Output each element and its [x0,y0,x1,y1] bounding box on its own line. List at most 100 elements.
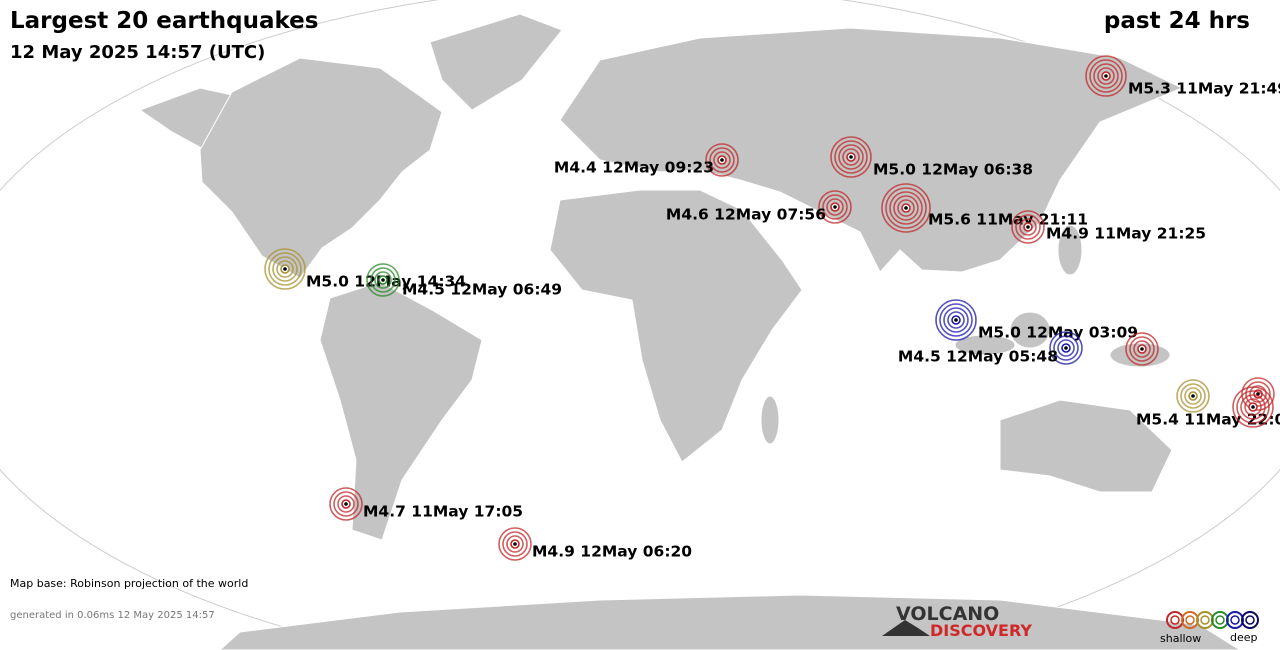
ring [1057,339,1075,357]
ring [333,491,359,517]
ring [1015,214,1041,240]
ring [502,531,528,557]
quake-marker [366,263,400,297]
legend-deep: deep [1230,631,1258,644]
dot [1026,225,1030,229]
ring [1097,67,1115,85]
quake-label: M4.7 11May 17:05 [363,503,523,521]
dot [833,205,837,209]
ring [337,495,355,513]
ring [1093,63,1119,89]
ring [272,256,298,282]
ring [498,527,532,561]
ring [1249,385,1267,403]
legend-ring [1230,615,1240,625]
legend-ring [1215,615,1225,625]
ring [374,271,392,289]
ring [713,151,731,169]
ring [370,267,396,293]
ring [1089,59,1123,93]
dot [344,502,348,506]
ring [1019,218,1037,236]
quake-marker [498,527,532,561]
legend-ring [1185,615,1195,625]
legend-shallow: shallow [1160,632,1201,645]
ring [1053,335,1079,361]
ring [889,191,923,225]
ring [943,307,969,333]
dot [283,267,287,271]
ring [893,195,919,221]
quake-marker [705,143,739,177]
dot [849,155,853,159]
ring [1232,386,1274,428]
dot [720,158,724,162]
quakes: M5.3 11May 21:49 M4.4 12May 09:23 M5.0 12M… [264,55,1280,561]
dot [1064,346,1068,350]
ring [709,147,735,173]
ring [1176,379,1210,413]
ring [1241,377,1275,411]
datetime: 12 May 2025 14:57 (UTC) [10,42,265,63]
ring [276,260,294,278]
map-base-note: Map base: Robinson projection of the wor… [10,577,248,590]
quake-marker [1085,55,1127,97]
logo-line2: DISCOVERY [930,621,1032,640]
quake-marker [329,487,363,521]
ring [842,148,860,166]
ring [1245,381,1271,407]
legend-ring [1241,611,1259,629]
dot [904,206,908,210]
dot [513,542,517,546]
quake-label: M5.0 12May 03:09 [978,324,1138,342]
ring [1125,332,1159,366]
ring [329,487,363,521]
ring [1129,336,1155,362]
ring [1184,387,1202,405]
dot [954,318,958,322]
quake-label: M5.6 11May 21:11 [928,211,1088,229]
ring [1240,394,1266,420]
logo: VOLCANO DISCOVERY [882,603,1032,640]
title: Largest 20 earthquakes [10,8,318,34]
quake-marker [1232,386,1274,428]
ring [1085,55,1127,97]
ring [822,194,848,220]
ring [1011,210,1045,244]
ring [826,198,844,216]
legend-ring [1170,615,1180,625]
ring [935,299,977,341]
legend-ring [1200,615,1210,625]
ring [1180,383,1206,409]
quake-marker [830,136,872,178]
period: past 24 hrs [1104,8,1250,34]
quake-label: M4.9 12May 06:20 [532,543,692,561]
generated-note: generated in 0.06ms 12 May 2025 14:57 [10,610,215,621]
ring [1049,331,1083,365]
ring [834,140,868,174]
quake-label: M4.4 12May 09:23 [554,159,714,177]
quake-marker [935,299,977,341]
ring [705,143,739,177]
ring [947,311,965,329]
ring [506,535,524,553]
ring [881,183,931,233]
ring [897,199,915,217]
dot [381,278,385,282]
logo-line1: VOLCANO [896,603,999,625]
quake-marker [1049,331,1083,365]
legend: shallow deep [1160,611,1259,645]
ring [268,252,302,286]
ring [1244,398,1262,416]
quake-label: M4.9 11May 21:25 [1046,225,1206,243]
quake-label: M4.5 12May 06:49 [402,281,562,299]
dot [1251,405,1255,409]
quake-marker [881,183,931,233]
quake-marker [1176,379,1210,413]
ring [830,136,872,178]
ring [838,144,864,170]
ring [264,248,306,290]
quake-label: M4.6 12May 07:56 [666,206,826,224]
quake-marker [818,190,852,224]
ring [939,303,973,337]
